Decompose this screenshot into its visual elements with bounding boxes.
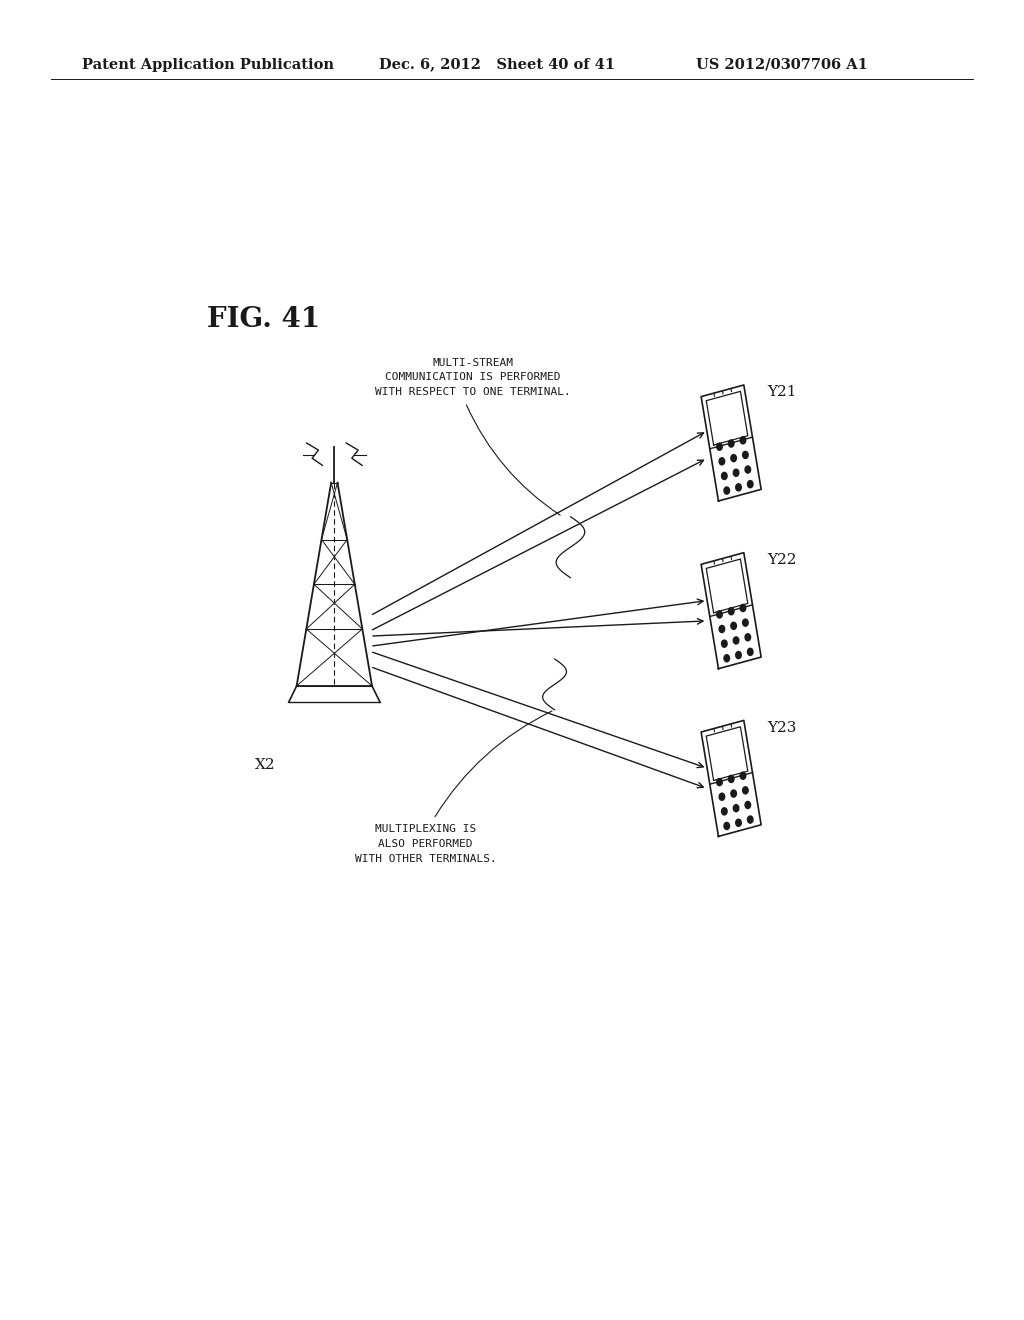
Circle shape [724, 822, 729, 829]
Circle shape [740, 437, 745, 444]
Circle shape [748, 816, 753, 824]
Circle shape [745, 634, 751, 640]
Circle shape [735, 484, 741, 491]
Circle shape [731, 622, 736, 630]
Text: MULTIPLEXING IS
ALSO PERFORMED
WITH OTHER TERMINALS.: MULTIPLEXING IS ALSO PERFORMED WITH OTHE… [354, 824, 497, 863]
Circle shape [717, 611, 722, 618]
Circle shape [717, 779, 722, 785]
Circle shape [724, 655, 729, 661]
Text: FIG. 41: FIG. 41 [207, 306, 321, 333]
Circle shape [745, 801, 751, 809]
Text: Patent Application Publication: Patent Application Publication [82, 58, 334, 71]
Text: Y21: Y21 [767, 385, 797, 399]
Circle shape [742, 619, 749, 626]
Circle shape [733, 636, 739, 644]
Circle shape [728, 440, 734, 447]
Circle shape [722, 640, 727, 647]
Text: Y22: Y22 [767, 553, 797, 566]
Circle shape [731, 454, 736, 462]
Text: US 2012/0307706 A1: US 2012/0307706 A1 [696, 58, 868, 71]
Circle shape [722, 473, 727, 479]
Text: Y23: Y23 [767, 721, 797, 735]
Circle shape [722, 808, 727, 814]
Circle shape [731, 789, 736, 797]
Circle shape [742, 787, 749, 793]
Circle shape [728, 775, 734, 783]
Circle shape [740, 772, 745, 779]
Text: Dec. 6, 2012   Sheet 40 of 41: Dec. 6, 2012 Sheet 40 of 41 [379, 58, 615, 71]
Circle shape [740, 605, 745, 611]
Circle shape [719, 793, 725, 800]
Circle shape [742, 451, 749, 458]
Circle shape [733, 469, 739, 477]
Circle shape [719, 626, 725, 632]
Text: X2: X2 [255, 758, 275, 772]
Circle shape [733, 805, 739, 812]
Circle shape [748, 648, 753, 656]
Circle shape [735, 652, 741, 659]
Circle shape [724, 487, 729, 494]
Circle shape [735, 820, 741, 826]
Text: MULTI-STREAM
COMMUNICATION IS PERFORMED
WITH RESPECT TO ONE TERMINAL.: MULTI-STREAM COMMUNICATION IS PERFORMED … [376, 358, 571, 397]
Circle shape [748, 480, 753, 487]
Circle shape [717, 444, 722, 450]
Circle shape [728, 607, 734, 615]
Circle shape [719, 458, 725, 465]
Circle shape [745, 466, 751, 473]
